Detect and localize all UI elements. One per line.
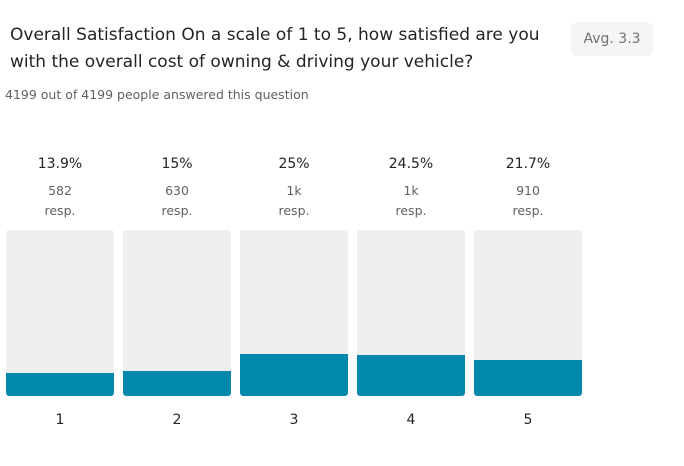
response-count: 582: [48, 183, 72, 198]
bar: [357, 355, 465, 396]
response-unit: resp.: [512, 203, 544, 218]
bar-column-1: 13.9% 582 resp. 1: [6, 150, 114, 440]
response-count: 910: [516, 183, 540, 198]
response-unit: resp.: [395, 203, 427, 218]
bar-column-2: 15% 630 resp. 2: [123, 150, 231, 440]
bar-value-label: 24.5%: [388, 156, 434, 172]
bar-track: [6, 230, 114, 396]
bar-value-label: 25%: [278, 156, 310, 172]
question-title: Overall Satisfaction On a scale of 1 to …: [10, 25, 540, 72]
response-count: 1k: [286, 183, 302, 198]
bar-column-4: 24.5% 1k resp. 4: [357, 150, 465, 440]
bar-track: [474, 230, 582, 396]
category-label: 5: [523, 412, 533, 428]
bar-value-label: 21.7%: [505, 156, 551, 172]
bar-column-5: 21.7% 910 resp. 5: [474, 150, 582, 440]
bar-chart: 13.9% 582 resp. 1 15% 630 resp. 2 25% 1k resp. 3 24.…: [0, 150, 684, 440]
answered-count: 4199 out of 4199 people answered this qu…: [5, 87, 309, 102]
bar-value-label: 15%: [161, 156, 193, 172]
bar: [474, 360, 582, 396]
response-unit: resp.: [278, 203, 310, 218]
bar-track: [357, 230, 465, 396]
bar-column-3: 25% 1k resp. 3: [240, 150, 348, 440]
average-badge: Avg. 3.3: [571, 22, 653, 56]
response-count: 630: [165, 183, 189, 198]
category-label: 1: [55, 412, 65, 428]
bar-track: [240, 230, 348, 396]
category-label: 4: [406, 412, 416, 428]
category-label: 3: [289, 412, 299, 428]
bar-value-label: 13.9%: [37, 156, 83, 172]
bar-track: [123, 230, 231, 396]
response-unit: resp.: [44, 203, 76, 218]
bar: [240, 354, 348, 396]
category-label: 2: [172, 412, 182, 428]
response-count: 1k: [403, 183, 419, 198]
response-unit: resp.: [161, 203, 193, 218]
bar: [6, 373, 114, 396]
bar: [123, 371, 231, 396]
